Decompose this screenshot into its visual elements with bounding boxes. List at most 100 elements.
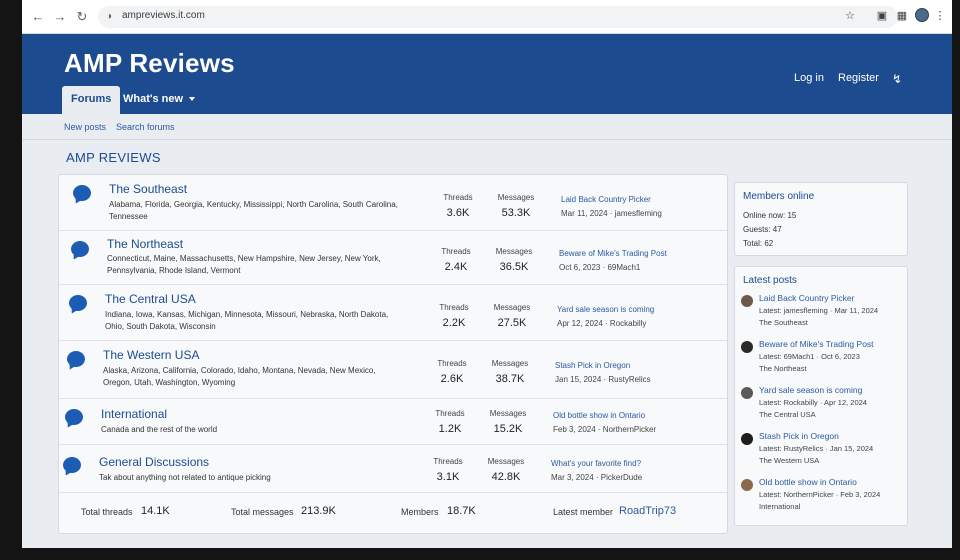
url-text: ampreviews.it.com [122, 10, 205, 21]
chat-bubble-icon [73, 185, 91, 201]
search-forums-link[interactable]: Search forums [116, 122, 175, 132]
threads-count: 3.1K [436, 471, 460, 483]
messages-label: Messages [491, 359, 529, 368]
site-logo[interactable]: AMP Reviews [64, 48, 235, 78]
chevron-down-icon [189, 97, 196, 102]
latest-post-forum[interactable]: The Southeast [759, 318, 808, 327]
site-info-icon[interactable]: ◑ [106, 11, 113, 22]
tab-whats-new-label: What's new [123, 93, 184, 105]
messages-count: 53.3K [501, 207, 531, 219]
last-post-title[interactable]: Laid Back Country Picker [561, 195, 651, 204]
last-post-title[interactable]: Beware of Mike's Trading Post [559, 249, 667, 258]
address-bar[interactable]: ◑ ampreviews.it.com [98, 6, 898, 28]
latest-post-meta: Latest: RustyRelics · Jan 15, 2024 [759, 444, 874, 453]
browser-window: ← → ↻ ◑ ampreviews.it.com ☆ ▣ ▦ ⋮ AMP Re… [22, 0, 952, 548]
total-messages-value: 213.9K [301, 505, 336, 517]
forum-title[interactable]: General Discussions [99, 455, 210, 469]
new-posts-link[interactable]: New posts [64, 122, 107, 132]
arrow-right-icon[interactable]: → [53, 9, 67, 24]
latest-post-forum[interactable]: The Northeast [759, 364, 807, 373]
user-avatar[interactable] [741, 341, 753, 353]
forum-title[interactable]: The Central USA [105, 292, 196, 306]
latest-post-forum[interactable]: The Western USA [759, 456, 820, 465]
bookmark-star-icon[interactable]: ☆ [845, 10, 855, 22]
forum-row: General Discussions Tak about anything n… [59, 445, 727, 493]
widget-title: Members online [743, 191, 815, 202]
user-avatar[interactable] [741, 387, 753, 399]
threads-count: 3.6K [446, 207, 470, 219]
latest-member-link[interactable]: RoadTrip73 [619, 505, 677, 517]
menu-dots-icon[interactable]: ⋮ [934, 10, 946, 22]
extensions-icon[interactable]: ▣ [876, 10, 888, 22]
last-post-title[interactable]: Old bottle show in Ontario [553, 411, 646, 420]
threads-count: 1.2K [438, 423, 462, 435]
sub-navigation: New posts Search forums [22, 114, 952, 140]
lightning-icon[interactable]: ↯ [892, 72, 903, 86]
latest-post-forum[interactable]: International [759, 502, 801, 511]
user-avatar[interactable] [741, 295, 753, 307]
last-post-title[interactable]: Stash Pick in Oregon [555, 361, 631, 370]
latest-post-title[interactable]: Beware of Mike's Trading Post [759, 339, 874, 349]
reload-icon[interactable]: ↻ [76, 9, 88, 24]
messages-label: Messages [493, 303, 531, 312]
latest-post-forum[interactable]: The Central USA [759, 410, 816, 419]
forum-title[interactable]: International [101, 407, 168, 421]
register-link[interactable]: Register [838, 72, 879, 84]
forum-description: Alabama, Florida, Georgia, Kentucky, Mis… [109, 200, 398, 221]
forum-description: Indiana, Iowa, Kansas, Michigan, Minneso… [105, 310, 389, 331]
widget-title: Latest posts [743, 275, 797, 286]
latest-post-title[interactable]: Laid Back Country Picker [759, 293, 855, 303]
media-icon[interactable]: ▦ [896, 10, 908, 22]
threads-label: Threads [443, 193, 473, 202]
guests-count: Guests: 47 [743, 225, 782, 234]
total-threads-value: 14.1K [141, 505, 170, 517]
last-post-meta: Jan 15, 2024 · RustyRelics [555, 375, 651, 384]
total-messages-label: Total messages [231, 507, 294, 517]
forum-row: The Southeast Alabama, Florida, Georgia,… [59, 175, 727, 231]
latest-post-title[interactable]: Yard sale season is coming [759, 385, 863, 395]
last-post-title[interactable]: Yard sale season is coming [557, 305, 655, 314]
user-avatar[interactable] [741, 479, 753, 491]
user-avatar[interactable] [741, 433, 753, 445]
latest-post-meta: Latest: 69Mach1 · Oct 6, 2023 [759, 352, 860, 361]
forum-description: Canada and the rest of the world [101, 425, 218, 434]
members-value: 18.7K [447, 505, 476, 517]
messages-count: 36.5K [499, 261, 529, 273]
forum-title[interactable]: The Northeast [107, 237, 184, 251]
threads-count: 2.2K [442, 317, 466, 329]
online-now: Online now: 15 [743, 211, 797, 220]
forum-description: Tak about anything not related to antiqu… [99, 473, 271, 482]
forum-row: International Canada and the rest of the… [59, 399, 727, 445]
threads-count: 2.6K [440, 373, 464, 385]
threads-count: 2.4K [444, 261, 468, 273]
login-link[interactable]: Log in [794, 72, 824, 84]
last-post-meta: Oct 6, 2023 · 69Mach1 [559, 263, 641, 272]
last-post-meta: Feb 3, 2024 · NorthernPicker [553, 425, 657, 434]
messages-count: 38.7K [495, 373, 525, 385]
latest-post-meta: Latest: jamesfleming · Mar 11, 2024 [759, 306, 879, 315]
forum-title[interactable]: The Western USA [103, 348, 200, 362]
latest-post-title[interactable]: Stash Pick in Oregon [759, 431, 839, 441]
chat-bubble-icon [67, 351, 85, 367]
forum-statistics: Total threads 14.1K Total messages 213.9… [59, 493, 727, 533]
messages-label: Messages [497, 193, 535, 202]
last-post-title[interactable]: What's your favorite find? [551, 459, 642, 468]
latest-member-label: Latest member [553, 507, 614, 517]
arrow-left-icon[interactable]: ← [31, 9, 45, 24]
forum-description: Connecticut, Maine, Massachusetts, New H… [107, 254, 381, 275]
threads-label: Threads [435, 409, 465, 418]
latest-post-meta: Latest: NorthernPicker · Feb 3, 2024 [759, 490, 881, 499]
forum-row: The Central USA Indiana, Iowa, Kansas, M… [59, 285, 727, 341]
latest-post-meta: Latest: Rockabilly · Apr 12, 2024 [759, 398, 867, 407]
tab-whats-new[interactable]: What's new [114, 86, 204, 112]
last-post-meta: Apr 12, 2024 · Rockabilly [557, 319, 647, 328]
messages-label: Messages [489, 409, 527, 418]
threads-label: Threads [439, 303, 469, 312]
total-threads-label: Total threads [81, 507, 133, 517]
messages-count: 27.5K [497, 317, 527, 329]
messages-label: Messages [487, 457, 525, 466]
profile-avatar[interactable] [915, 8, 929, 22]
latest-post-title[interactable]: Old bottle show in Ontario [759, 477, 857, 487]
forum-title[interactable]: The Southeast [109, 182, 188, 196]
messages-count: 15.2K [493, 423, 523, 435]
